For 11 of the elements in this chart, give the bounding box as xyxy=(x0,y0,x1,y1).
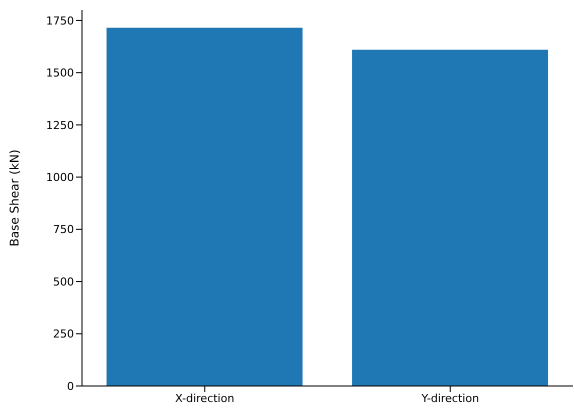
y-tick-label: 1750 xyxy=(46,14,74,28)
y-tick-label: 250 xyxy=(53,328,74,341)
x-tick-label: X-direction xyxy=(175,392,234,405)
y-tick-label: 0 xyxy=(67,380,74,393)
y-tick-label: 500 xyxy=(53,275,74,288)
y-tick-label: 1500 xyxy=(46,66,74,80)
y-tick-label: 1000 xyxy=(46,171,74,184)
y-tick-label: 750 xyxy=(53,223,74,236)
x-tick-label: Y-direction xyxy=(420,392,480,405)
y-tick-label: 1250 xyxy=(46,118,74,132)
y-axis-title: Base Shear (kN) xyxy=(7,149,22,247)
